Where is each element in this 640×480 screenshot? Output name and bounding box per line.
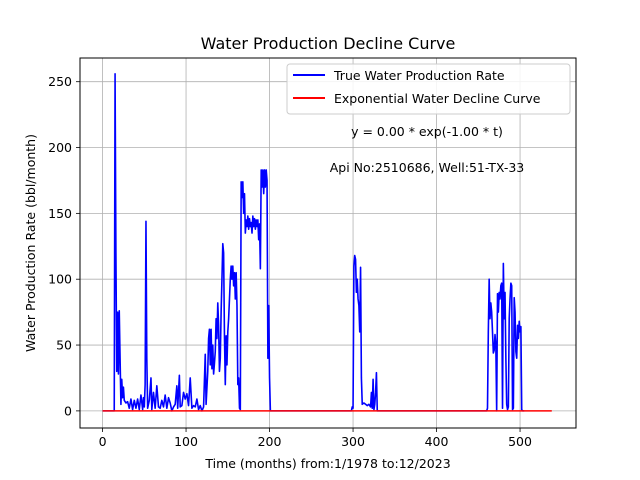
x-tick-label: 200 bbox=[258, 434, 282, 449]
axis-ticks: 0 100 200 300 400 500 0 50 100 150 200 250 bbox=[48, 74, 532, 449]
y-axis-label: Water Production Rate (bbl/month) bbox=[23, 134, 38, 352]
legend: True Water Production Rate Exponential W… bbox=[286, 63, 571, 115]
x-tick-label: 300 bbox=[341, 434, 365, 449]
x-axis-label: Time (months) from:1/1978 to:12/2023 bbox=[204, 456, 450, 471]
y-tick-label: 150 bbox=[48, 206, 72, 221]
y-tick-label: 0 bbox=[64, 403, 72, 418]
chart-title: Water Production Decline Curve bbox=[201, 34, 456, 53]
legend-label-true-rate: True Water Production Rate bbox=[333, 68, 505, 83]
x-tick-label: 500 bbox=[508, 434, 532, 449]
x-tick-label: 400 bbox=[425, 434, 449, 449]
series-line-true-rate bbox=[102, 73, 525, 412]
y-tick-label: 100 bbox=[48, 272, 72, 287]
x-tick-label: 0 bbox=[99, 434, 107, 449]
legend-label-decline-curve: Exponential Water Decline Curve bbox=[334, 91, 541, 106]
grid-lines bbox=[80, 58, 576, 428]
well-annotation: Api No:2510686, Well:51-TX-33 bbox=[330, 160, 525, 175]
plot-frame bbox=[79, 57, 577, 429]
y-tick-label: 50 bbox=[56, 338, 72, 353]
series-lines bbox=[102, 73, 552, 412]
y-tick-label: 250 bbox=[48, 74, 72, 89]
equation-annotation: y = 0.00 * exp(-1.00 * t) bbox=[351, 124, 503, 139]
x-tick-label: 100 bbox=[174, 434, 198, 449]
legend-box bbox=[286, 63, 571, 115]
y-tick-label: 200 bbox=[48, 140, 72, 155]
